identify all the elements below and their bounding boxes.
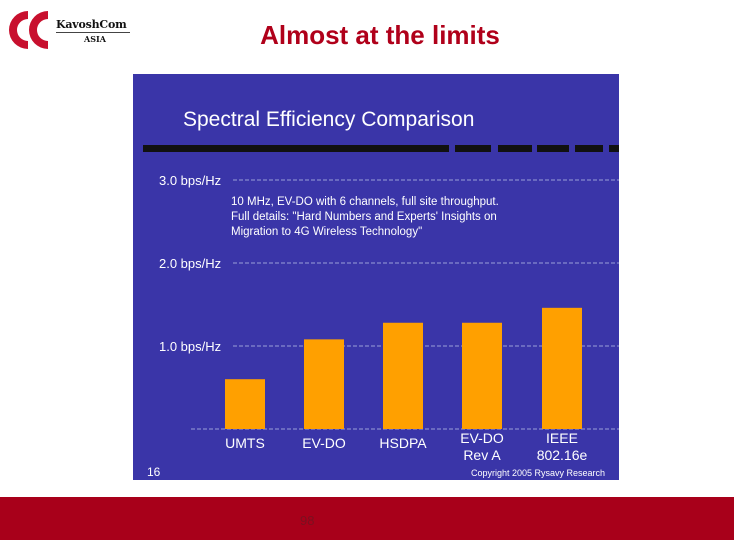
y-tick-label-1: 1.0 bps/Hz	[159, 339, 221, 354]
bar-3	[383, 322, 423, 429]
chart-title: Spectral Efficiency Comparison	[183, 108, 474, 131]
x-tick-label-2: EV-DO	[302, 435, 346, 451]
y-tick-label-2: 2.0 bps/Hz	[159, 256, 221, 271]
bar-5	[542, 307, 582, 429]
x-tick-label-5-2: 802.16e	[537, 447, 588, 463]
slide-number: 16	[147, 465, 161, 479]
page-number: 98	[300, 513, 315, 528]
logo-cc-mark	[9, 11, 48, 49]
footer-bar: 98	[0, 497, 734, 540]
title-underline	[143, 145, 619, 152]
bar-chart: Spectral Efficiency Comparison 1.0 bps/H…	[143, 108, 619, 479]
x-tick-label-1: UMTS	[225, 435, 265, 451]
logo-sub-text: ASIA	[84, 34, 106, 44]
y-tick-label-3: 3.0 bps/Hz	[159, 173, 221, 188]
bar-1	[225, 379, 265, 429]
copyright-text: Copyright 2005 Rysavy Research	[471, 468, 605, 478]
bar-2	[304, 339, 344, 429]
chart-slide: Spectral Efficiency Comparison 1.0 bps/H…	[133, 74, 619, 480]
x-tick-label-4-2: Rev A	[463, 447, 501, 463]
logo-brand-text: KavoshCom	[56, 18, 127, 31]
logo-divider	[56, 32, 130, 33]
chart-note-line-2: Full details: "Hard Numbers and Experts'…	[231, 211, 497, 223]
page-title: Almost at the limits	[260, 20, 500, 50]
x-tick-label-5-1: IEEE	[546, 430, 578, 446]
chart-note-line-1: 10 MHz, EV-DO with 6 channels, full site…	[231, 196, 499, 208]
bar-4	[462, 322, 502, 429]
x-tick-label-4-1: EV-DO	[460, 430, 504, 446]
chart-note-line-3: Migration to 4G Wireless Technology"	[231, 226, 422, 238]
x-tick-label-3: HSDPA	[379, 435, 427, 451]
company-logo: KavoshCom ASIA	[8, 8, 130, 52]
